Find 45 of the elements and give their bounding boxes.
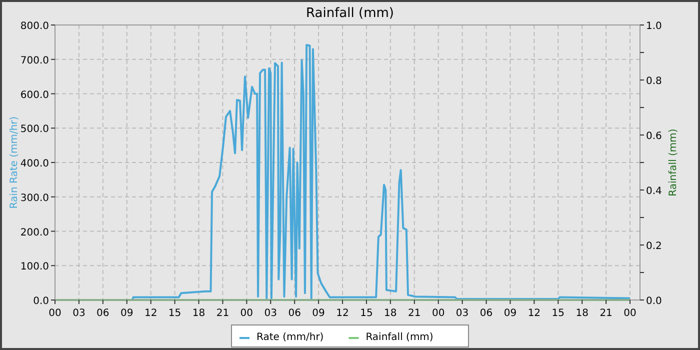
x-tick-label: 21 <box>408 308 421 319</box>
y2-tick-label: 0.2 <box>646 241 662 252</box>
x-tick-label: 21 <box>600 308 612 319</box>
x-tick-label: 00 <box>624 308 636 319</box>
chart-title: Rainfall (mm) <box>306 6 394 21</box>
x-tick-label: 00 <box>240 308 254 319</box>
y2-tick-label: 1.0 <box>646 21 662 32</box>
y-tick-label: 400.0 <box>20 158 49 170</box>
y-axis-title: Rain Rate (mm/hr) <box>9 116 20 209</box>
x-tick-label: 09 <box>312 308 325 319</box>
x-tick-label: 03 <box>456 308 469 319</box>
x-tick-label: 09 <box>504 308 517 319</box>
y2-tick-label: 0.6 <box>646 131 662 142</box>
x-tick-label: 03 <box>72 308 86 319</box>
x-tick-label: 03 <box>264 308 277 319</box>
y2-tick-label: 0.8 <box>646 76 662 87</box>
y-tick-label: 300.0 <box>20 192 49 204</box>
y-tick-label: 600.0 <box>20 90 49 101</box>
x-tick-label: 06 <box>480 308 493 319</box>
x-tick-label: 15 <box>168 308 182 319</box>
y-tick-label: 800.0 <box>20 21 49 32</box>
x-tick-label: 06 <box>288 308 301 319</box>
y-tick-label: 700.0 <box>20 55 49 66</box>
y-tick-label: 0.0 <box>33 296 49 307</box>
y2-axis-title: Rainfall (mm) <box>668 128 679 196</box>
x-tick-label: 00 <box>48 308 62 319</box>
y-tick-label: 500.0 <box>20 124 49 136</box>
legend-label: Rate (mm/hr) <box>256 332 324 343</box>
x-tick-label: 15 <box>360 308 373 319</box>
x-tick-label: 12 <box>144 308 158 319</box>
x-tick-label: 06 <box>96 308 110 319</box>
x-tick-label: 18 <box>384 308 397 319</box>
legend-label: Rainfall (mm) <box>366 332 434 343</box>
y2-tick-label: 0.0 <box>646 296 662 307</box>
y-tick-label: 200.0 <box>20 227 49 238</box>
y2-tick-label: 0.4 <box>646 186 662 197</box>
x-tick-label: 12 <box>336 308 349 319</box>
x-tick-label: 15 <box>552 308 565 319</box>
x-tick-label: 12 <box>528 308 541 319</box>
x-tick-label: 00 <box>432 308 445 319</box>
x-tick-label: 18 <box>192 308 206 319</box>
x-tick-label: 21 <box>216 308 230 319</box>
x-tick-label: 09 <box>120 308 134 319</box>
y-tick-label: 100.0 <box>20 262 49 273</box>
x-tick-label: 18 <box>576 308 588 319</box>
